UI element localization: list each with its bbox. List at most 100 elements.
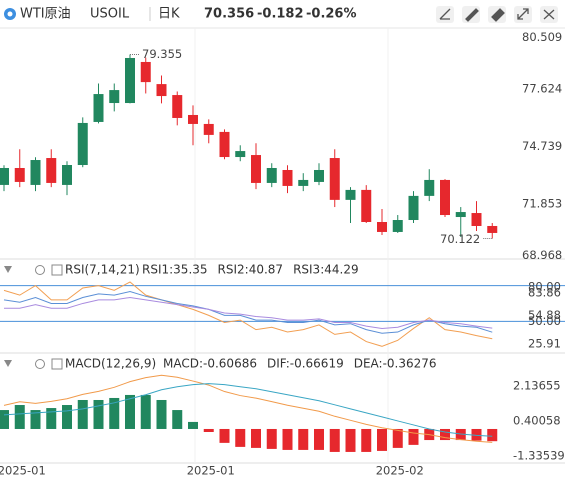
macd-bar xyxy=(377,428,387,451)
candle-body xyxy=(471,213,482,226)
candle-body xyxy=(93,94,104,122)
y-tick-label: 25.91 xyxy=(528,337,561,351)
price: 70.356 xyxy=(204,7,254,22)
macd-bar xyxy=(203,428,214,432)
candle-body xyxy=(77,122,88,166)
candle-body xyxy=(329,158,340,200)
legend-entry: MACD:-0.60686 xyxy=(163,357,257,371)
candle-body xyxy=(487,225,498,233)
x-tick-label: 2025-02 xyxy=(376,464,424,478)
rsi-header: RSI(7,14,21) xyxy=(4,263,140,277)
macd-bar xyxy=(251,428,261,448)
symbol-selector[interactable]: WTI原油 USOIL xyxy=(4,7,130,22)
candle-body xyxy=(392,220,403,232)
y-tick-label: 83.86 xyxy=(528,286,561,300)
indicator-line xyxy=(3,383,493,437)
macd-bar xyxy=(392,428,403,448)
macd-title: MACD(12,26,9) xyxy=(65,357,156,371)
symbol-name: WTI原油 xyxy=(20,7,71,22)
pen-icon xyxy=(465,8,479,22)
macd-bar xyxy=(156,399,167,429)
y-tick-label: 54.88 xyxy=(528,308,561,322)
macd-bar xyxy=(188,421,198,429)
candle-body xyxy=(30,160,41,185)
macd-bar xyxy=(0,410,9,429)
macd-header: MACD(12,26,9) xyxy=(4,357,156,371)
legend-entry: RSI2:40.87 xyxy=(218,263,284,277)
candle-body xyxy=(361,189,372,223)
macd-bar xyxy=(455,428,466,441)
candle-body xyxy=(14,167,25,182)
macd-bar xyxy=(46,408,57,429)
macd-bar xyxy=(109,397,120,429)
change-pct: -0.26% xyxy=(306,7,357,22)
candle-body xyxy=(203,123,214,135)
macd-bar xyxy=(487,428,498,442)
y-tick-label: 80.509 xyxy=(522,30,562,44)
candle-body xyxy=(266,167,277,183)
candle-body xyxy=(345,189,356,200)
macd-bar xyxy=(329,428,340,452)
macd-bar xyxy=(282,428,293,450)
change: -0.182 xyxy=(257,7,304,22)
legend-entry: RSI3:44.29 xyxy=(293,263,359,277)
macd-bar xyxy=(14,405,25,429)
candle-body xyxy=(156,84,167,97)
macd-bar xyxy=(125,394,135,429)
checkbox[interactable] xyxy=(51,358,63,370)
settings-icon[interactable] xyxy=(35,359,45,369)
y-tick-label: -1.33539 xyxy=(513,448,565,462)
legend-entry: RSI1:35.35 xyxy=(142,263,208,277)
rsi-title: RSI(7,14,21) xyxy=(65,263,140,277)
y-tick-label: 50.00 xyxy=(528,314,561,328)
macd-bar xyxy=(345,428,356,452)
macd-bar xyxy=(298,428,309,450)
candle-body xyxy=(188,114,198,124)
indicator-line xyxy=(3,281,493,347)
indicator-line xyxy=(3,291,493,334)
macd-bar xyxy=(266,428,277,449)
x-tick-label: 2025-01 xyxy=(187,464,235,478)
collapse-icon[interactable] xyxy=(4,266,12,273)
macd-bar xyxy=(314,428,324,450)
candle-body xyxy=(172,95,183,118)
candle-body xyxy=(251,155,261,183)
indicator-line xyxy=(3,374,493,443)
macd-bar xyxy=(62,405,72,429)
candle-body xyxy=(314,169,324,182)
candle-body xyxy=(235,151,246,158)
period[interactable]: 日K xyxy=(158,7,180,22)
candle-body xyxy=(140,61,151,83)
macd-bar xyxy=(30,410,41,429)
annotation: 70.122 xyxy=(440,232,480,246)
macd-bar xyxy=(77,399,88,429)
y-tick-label: 80.00 xyxy=(528,280,561,294)
macd-bar xyxy=(471,428,482,441)
collapse-icon[interactable] xyxy=(4,360,12,367)
macd-bar xyxy=(408,428,419,445)
macd-bar xyxy=(235,428,246,447)
candle-body xyxy=(62,165,72,185)
draw-icon xyxy=(439,8,451,20)
macd-bar xyxy=(93,399,104,429)
candle-body xyxy=(125,57,135,104)
candle-body xyxy=(0,167,9,185)
candle-body xyxy=(109,90,120,104)
macd-bar xyxy=(361,428,372,452)
y-tick-label: 0.40058 xyxy=(513,413,561,427)
checkbox[interactable] xyxy=(51,264,63,276)
candle-body xyxy=(46,158,57,183)
y-tick-label: 2.13655 xyxy=(513,378,561,392)
candle-body xyxy=(219,131,230,158)
candle-body xyxy=(298,179,309,186)
annotation: 79.355 xyxy=(142,47,182,61)
symbol-code: USOIL xyxy=(90,7,130,22)
settings-icon[interactable] xyxy=(35,265,45,275)
macd-bar xyxy=(140,394,151,429)
candle-body xyxy=(424,179,435,196)
y-tick-label: 68.968 xyxy=(522,248,562,262)
macd-bar xyxy=(440,428,450,441)
candle-body xyxy=(282,169,293,186)
candle-body xyxy=(408,195,419,221)
